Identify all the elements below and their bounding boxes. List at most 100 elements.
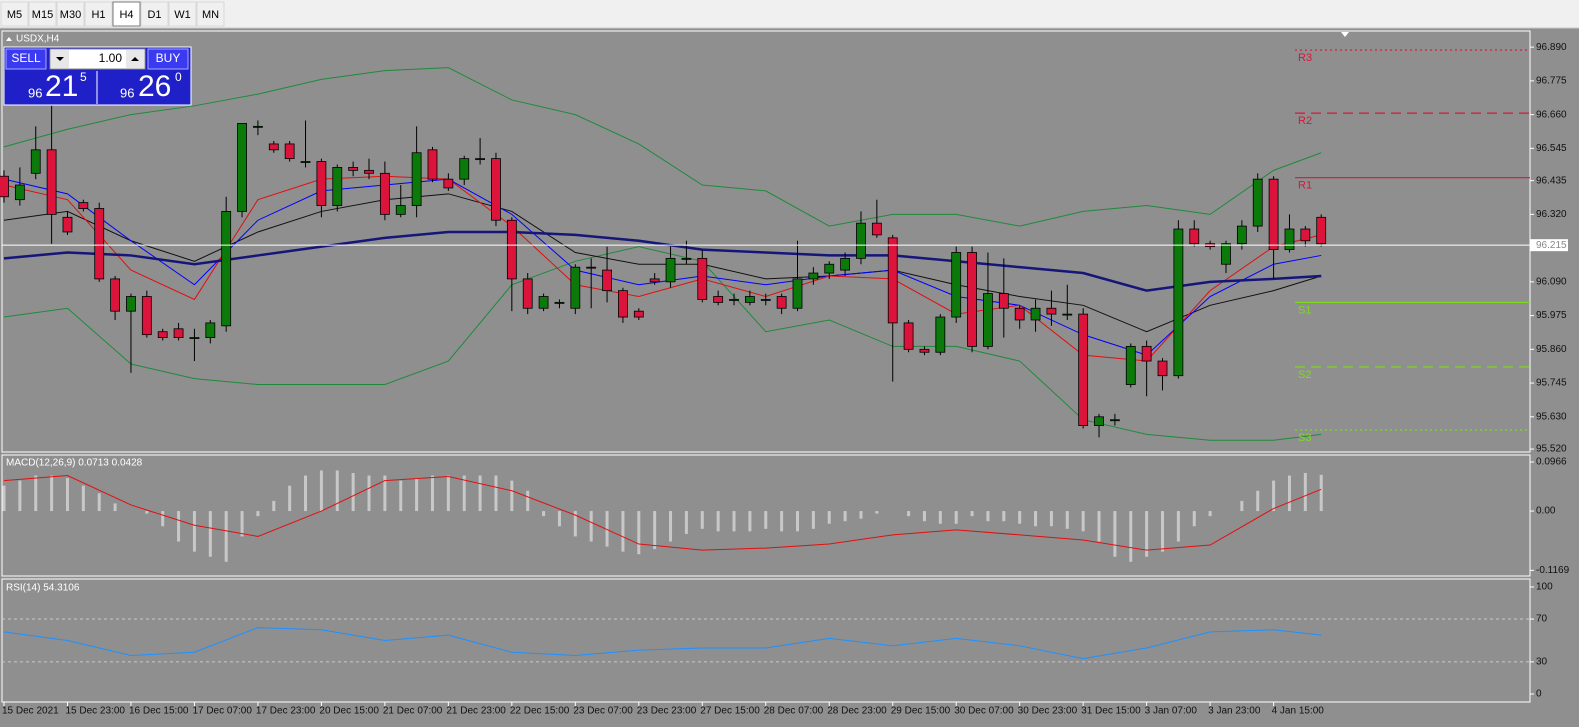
macd-bar bbox=[827, 511, 831, 524]
timeframe-label[interactable]: MN bbox=[202, 9, 219, 21]
candle-body bbox=[840, 257, 851, 271]
candle-body bbox=[459, 158, 470, 180]
pivot-label: S3 bbox=[1298, 432, 1311, 444]
timeframe-label[interactable]: M15 bbox=[32, 9, 53, 21]
candle-body bbox=[538, 296, 549, 309]
macd-bar bbox=[462, 475, 466, 512]
price-tag bbox=[1530, 239, 1568, 252]
macd-pane bbox=[1, 454, 1531, 577]
timeframe-button[interactable] bbox=[56, 1, 85, 27]
timeframe-button[interactable] bbox=[28, 1, 57, 27]
candle-body bbox=[554, 301, 565, 304]
y-tick-label: 0.00 bbox=[1536, 506, 1556, 517]
timeframe-button[interactable] bbox=[112, 1, 141, 27]
x-tick-label: 20 Dec 15:00 bbox=[319, 706, 379, 717]
timeframe-label[interactable]: M5 bbox=[7, 9, 22, 21]
timeframe-button[interactable] bbox=[0, 1, 29, 27]
macd-bar bbox=[1287, 475, 1291, 512]
macd-bar bbox=[478, 475, 482, 512]
y-tick-label: 30 bbox=[1536, 657, 1548, 668]
candle-body bbox=[1236, 225, 1247, 245]
sell-label[interactable]: SELL bbox=[11, 51, 41, 65]
x-tick-label: 3 Jan 07:00 bbox=[1145, 706, 1198, 717]
candle-body bbox=[30, 149, 41, 174]
macd-bar bbox=[494, 475, 498, 512]
macd-bar bbox=[1192, 511, 1196, 527]
pivot-label: R3 bbox=[1298, 52, 1312, 64]
timeframe-button[interactable] bbox=[196, 1, 225, 27]
macd-bar bbox=[351, 472, 355, 512]
candle-body bbox=[1062, 313, 1073, 316]
candle-body bbox=[94, 208, 105, 280]
one-click-trading: SELL 1.00 BUY 96 21 5 96 26 0 bbox=[3, 46, 192, 106]
candle-body bbox=[951, 252, 962, 318]
candle-body bbox=[1078, 313, 1089, 426]
macd-bar bbox=[1240, 500, 1244, 512]
x-tick-label: 22 Dec 15:00 bbox=[510, 706, 570, 717]
macd-bar bbox=[748, 511, 752, 532]
candle-body bbox=[887, 237, 898, 324]
candle-body bbox=[379, 172, 390, 215]
timeframe-label[interactable]: W1 bbox=[174, 9, 191, 21]
x-tick-label: 15 Dec 23:00 bbox=[65, 706, 125, 717]
macd-bar bbox=[1081, 511, 1085, 532]
timeframe-label[interactable]: H1 bbox=[91, 9, 105, 21]
macd-bar bbox=[938, 511, 942, 524]
candle-body bbox=[141, 296, 152, 336]
timeframe-button[interactable] bbox=[168, 1, 197, 27]
timeframe-button[interactable] bbox=[84, 1, 113, 27]
candle-body bbox=[1125, 345, 1136, 385]
candle-body bbox=[983, 293, 993, 347]
y-tick-label: 70 bbox=[1536, 614, 1548, 625]
ask-main: 26 bbox=[138, 70, 171, 103]
macd-bar bbox=[446, 475, 450, 512]
timeframe-button[interactable] bbox=[140, 1, 169, 27]
y-tick-label: 95.745 bbox=[1536, 378, 1567, 389]
x-tick-label: 28 Dec 07:00 bbox=[764, 706, 824, 717]
macd-bar bbox=[764, 511, 768, 529]
chart-title: USDX,H4 bbox=[16, 34, 60, 45]
bid-sup: 5 bbox=[80, 70, 87, 84]
timeframe-label[interactable]: H4 bbox=[119, 9, 133, 21]
macd-bar bbox=[430, 475, 434, 512]
x-tick-label: 21 Dec 07:00 bbox=[383, 706, 443, 717]
candle-body bbox=[919, 348, 930, 353]
macd-bar bbox=[573, 511, 577, 537]
macd-bar bbox=[907, 511, 911, 517]
plot: 96.890 96.775 96.660 96.545 96.435 96.320 96.0… bbox=[0, 42, 1570, 717]
candle-body bbox=[62, 216, 73, 233]
candle-body bbox=[570, 266, 581, 309]
macd-bar bbox=[1319, 474, 1323, 512]
candle-body bbox=[935, 316, 946, 353]
macd-bar bbox=[97, 493, 101, 512]
x-tick-label: 30 Dec 23:00 bbox=[1018, 706, 1078, 717]
candle-body bbox=[618, 290, 628, 318]
timeframe-label[interactable]: M30 bbox=[60, 9, 81, 21]
candle-body bbox=[967, 252, 977, 347]
macd-bar bbox=[1034, 511, 1038, 527]
x-tick-label: 3 Jan 23:00 bbox=[1208, 706, 1261, 717]
macd-bar bbox=[653, 511, 657, 550]
y-tick-label: 96.775 bbox=[1536, 76, 1567, 87]
candle-body bbox=[237, 123, 247, 212]
sell-button[interactable] bbox=[5, 48, 47, 70]
candle-body bbox=[713, 296, 724, 303]
shift-marker bbox=[1341, 32, 1349, 37]
lot-value[interactable]: 1.00 bbox=[99, 51, 123, 65]
candle-body bbox=[395, 205, 406, 215]
timeframe-label[interactable]: D1 bbox=[147, 9, 161, 21]
ask-big: 96 bbox=[120, 85, 134, 100]
candle-body bbox=[46, 149, 57, 215]
macd-bar bbox=[780, 511, 784, 532]
x-tick-label: 27 Dec 15:00 bbox=[700, 706, 760, 717]
buy-label[interactable]: BUY bbox=[156, 51, 181, 65]
candle-body bbox=[602, 269, 612, 292]
macd-bar bbox=[81, 485, 85, 512]
macd-bar bbox=[637, 511, 641, 555]
candle-body bbox=[78, 202, 89, 209]
candle-body bbox=[316, 161, 327, 206]
lot-box[interactable] bbox=[49, 48, 146, 70]
candle-body bbox=[189, 337, 200, 339]
candle-body bbox=[1141, 345, 1152, 362]
buy-button[interactable] bbox=[147, 48, 189, 70]
